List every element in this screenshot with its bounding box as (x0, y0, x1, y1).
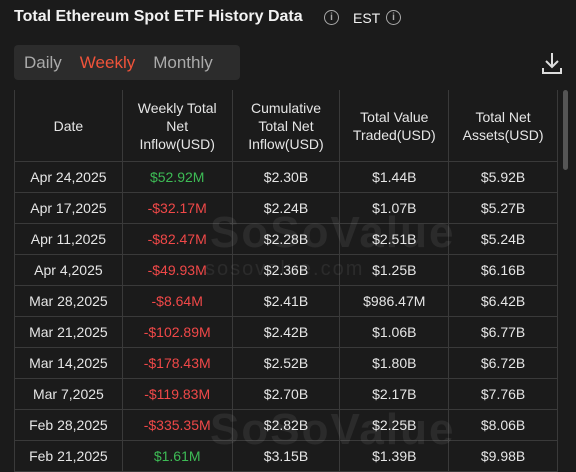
header-cell: Date (14, 90, 123, 161)
table-cell: $2.42B (233, 317, 341, 347)
table-cell: $2.28B (233, 224, 341, 254)
table-row: Feb 28,2025 -$335.35M $2.82B $2.25B $8.06B (14, 410, 558, 441)
table-row: Apr 11,2025 -$82.47M $2.28B $2.51B $5.24B (14, 224, 558, 255)
header-text: Traded(USD) (352, 126, 436, 143)
table-cell: $2.41B (233, 286, 341, 316)
table-cell: Mar 14,2025 (14, 348, 123, 378)
table-cell: $52.92M (123, 162, 233, 192)
header-cell: Cumulative Total Net Inflow(USD) (233, 90, 341, 161)
table-cell: Mar 28,2025 (14, 286, 123, 316)
header-text: Assets(USD) (462, 126, 544, 143)
table-cell: $986.47M (340, 286, 450, 316)
table-cell: Apr 17,2025 (14, 193, 123, 223)
table-cell: $3.15B (233, 441, 341, 471)
table-cell: $2.36B (233, 255, 341, 285)
table-cell: $9.98B (449, 441, 558, 471)
table-cell: -$32.17M (123, 193, 233, 223)
table-cell: $5.27B (449, 193, 558, 223)
table-row: Mar 28,2025 -$8.64M $2.41B $986.47M $6.42B (14, 286, 558, 317)
info-icon[interactable]: i (324, 10, 339, 25)
table-cell: Mar 7,2025 (14, 379, 123, 409)
table-cell: Feb 28,2025 (14, 410, 123, 440)
table-cell: $5.24B (449, 224, 558, 254)
table-cell: $1.07B (340, 193, 450, 223)
header-text: Inflow(USD) (139, 135, 215, 152)
table-cell: $6.42B (449, 286, 558, 316)
tab[interactable]: Monthly (153, 52, 213, 72)
table-row: Apr 24,2025 $52.92M $2.30B $1.44B $5.92B (14, 162, 558, 193)
table-cell: $5.92B (449, 162, 558, 192)
table-cell: -$82.47M (123, 224, 233, 254)
table-cell: $1.61M (123, 441, 233, 471)
table-cell: $2.17B (340, 379, 450, 409)
table-cell: $1.44B (340, 162, 450, 192)
table-cell: $2.82B (233, 410, 341, 440)
table-cell: $6.16B (449, 255, 558, 285)
info-icon[interactable]: i (386, 10, 401, 25)
table-cell: $1.80B (340, 348, 450, 378)
tab[interactable]: Daily (24, 52, 62, 72)
table-cell: -$178.43M (123, 348, 233, 378)
table-row: Mar 14,2025 -$178.43M $2.52B $1.80B $6.72B (14, 348, 558, 379)
header-cell: Weekly Total Net Inflow(USD) (123, 90, 233, 161)
watermark: SoSoValue (210, 405, 456, 454)
header-text: Date (53, 117, 84, 134)
table-cell: -$335.35M (123, 410, 233, 440)
tab[interactable]: Weekly (79, 52, 136, 72)
table-cell: $8.06B (449, 410, 558, 440)
table-row: Apr 17,2025 -$32.17M $2.24B $1.07B $5.27B (14, 193, 558, 224)
table-cell: $1.25B (340, 255, 450, 285)
table-cell: -$8.64M (123, 286, 233, 316)
table-cell: $2.25B (340, 410, 450, 440)
tab-bar: Daily Weekly Monthly (14, 45, 240, 80)
table-cell: Feb 21,2025 (14, 441, 123, 471)
table-cell: $6.77B (449, 317, 558, 347)
table-cell: $6.72B (449, 348, 558, 378)
title: Total Ethereum Spot ETF History Data (14, 8, 303, 25)
scrollbar[interactable] (563, 90, 568, 170)
watermark: sosovalue.com (205, 258, 365, 280)
header-row: Date Weekly Total Net Inflow(USD) Cumulative… (14, 90, 558, 162)
table-row: Apr 4,2025 -$49.93M $2.36B $1.25B $6.16B (14, 255, 558, 286)
table-cell: -$49.93M (123, 255, 233, 285)
watermark: SoSoValue (210, 208, 456, 257)
table-cell: $2.30B (233, 162, 341, 192)
table-row: Mar 21,2025 -$102.89M $2.42B $1.06B $6.77B (14, 317, 558, 348)
header-text: Total Net (258, 117, 314, 134)
header-text: Total Value (360, 108, 429, 125)
table: Date Weekly Total Net Inflow(USD) Cumulative… (14, 90, 558, 472)
table-cell: $1.39B (340, 441, 450, 471)
header-text: Net (166, 117, 189, 134)
header-cell: Total Net Assets(USD) (449, 90, 558, 161)
header-text: Weekly Total (137, 99, 217, 116)
header-text: Inflow(USD) (248, 135, 324, 152)
table-cell: $7.76B (449, 379, 558, 409)
header-cell: Total Value Traded(USD) (340, 90, 450, 161)
table-cell: $1.06B (340, 317, 450, 347)
table-cell: Apr 11,2025 (14, 224, 123, 254)
table-cell: -$102.89M (123, 317, 233, 347)
table-cell: $2.51B (340, 224, 450, 254)
table-cell: Apr 24,2025 (14, 162, 123, 192)
download-icon[interactable] (540, 50, 564, 76)
table-row: Mar 7,2025 -$119.83M $2.70B $2.17B $7.76B (14, 379, 558, 410)
header-text: Cumulative (250, 99, 321, 116)
table-cell: $2.52B (233, 348, 341, 378)
table-cell: Apr 4,2025 (14, 255, 123, 285)
timezone[interactable]: EST (353, 10, 381, 26)
table-cell: Mar 21,2025 (14, 317, 123, 347)
header-text: Total Net (475, 108, 531, 125)
table-cell: $2.70B (233, 379, 341, 409)
table-cell: -$119.83M (123, 379, 233, 409)
table-cell: $2.24B (233, 193, 341, 223)
